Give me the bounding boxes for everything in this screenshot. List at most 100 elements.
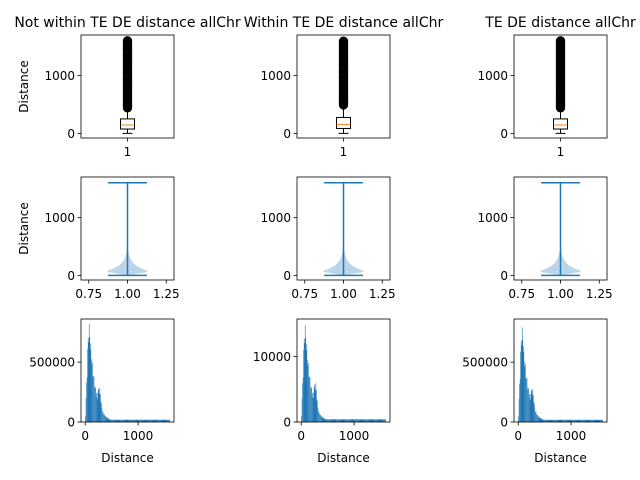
histogram-bar — [359, 419, 361, 422]
histogram-bar — [599, 419, 600, 422]
histogram-bar — [355, 419, 357, 422]
histogram-bar — [594, 419, 596, 422]
histogram-bar — [135, 420, 137, 422]
histogram-bar — [547, 419, 548, 422]
histogram-bar — [314, 384, 316, 422]
histogram-bar — [134, 419, 135, 422]
histogram-bar — [121, 420, 123, 422]
histogram-bar — [310, 388, 311, 422]
histogram-bar — [356, 419, 357, 422]
y-tick-label: 0 — [283, 269, 291, 283]
histogram-bar — [132, 420, 133, 422]
y-tick-label: 0 — [283, 127, 291, 141]
histogram-bar — [110, 419, 112, 422]
histogram-bar — [308, 362, 309, 422]
histogram-bar — [97, 390, 99, 422]
histogram-bar — [128, 419, 129, 422]
histogram-bar — [600, 420, 601, 422]
histogram-bar — [568, 420, 570, 422]
histogram-bar — [550, 419, 552, 422]
histogram-bar — [561, 419, 562, 422]
histogram-bar — [360, 419, 362, 422]
histogram-bar — [303, 349, 304, 422]
histogram-bar — [539, 417, 541, 422]
histogram-bar — [317, 400, 318, 422]
histogram-bar — [364, 419, 366, 422]
y-tick-label: 0 — [67, 416, 75, 430]
histogram-bar — [307, 359, 308, 422]
histogram-bar — [167, 419, 168, 422]
histogram-bar — [119, 419, 121, 422]
histogram-bar — [520, 340, 522, 422]
histogram-bar — [590, 419, 592, 422]
histogram-bar — [536, 414, 537, 422]
histogram-bar — [339, 419, 341, 422]
x-tick-label: 1.00 — [330, 287, 357, 301]
histogram-bar — [531, 389, 533, 422]
histogram-bar — [342, 419, 344, 422]
histogram-bar — [139, 419, 141, 422]
histogram-bar — [106, 417, 107, 422]
histogram-bar — [537, 416, 539, 422]
histogram-bar — [525, 364, 526, 422]
histogram-bar — [519, 384, 520, 422]
histogram-bar — [548, 419, 549, 422]
histogram-bar — [549, 419, 551, 422]
histogram-bar — [144, 420, 146, 422]
histogram-bar — [116, 419, 118, 422]
histogram-bar — [337, 419, 339, 422]
histogram-bar — [120, 420, 121, 422]
histogram-bar — [578, 420, 580, 422]
histogram-bar — [312, 392, 314, 422]
histogram-bar — [129, 419, 131, 422]
histogram-bar — [533, 394, 534, 422]
histogram-bar — [110, 419, 111, 422]
histogram-bar — [120, 419, 122, 422]
histogram-bar — [153, 419, 154, 422]
histogram-bar — [385, 419, 386, 422]
histogram-bar — [384, 419, 385, 422]
histogram-bar — [534, 408, 536, 422]
histogram-bar — [105, 416, 107, 422]
histogram-bar — [305, 337, 307, 422]
histogram-bar — [91, 359, 92, 422]
histogram-bar — [103, 414, 104, 422]
histogram-bar — [595, 419, 596, 422]
histogram-bar — [124, 420, 126, 422]
histogram-bar — [307, 365, 309, 422]
histogram-bar — [144, 419, 146, 422]
histogram-bar — [96, 393, 98, 422]
histogram-bar — [311, 387, 312, 422]
histogram-bar — [148, 419, 150, 422]
histogram-bar — [116, 419, 118, 422]
histogram-bar — [367, 419, 368, 422]
histogram-bar — [163, 419, 165, 422]
histogram-bar — [309, 377, 310, 422]
histogram-bar — [92, 375, 94, 422]
histogram-bar — [161, 419, 163, 422]
histogram-bar — [575, 419, 576, 422]
histogram-bar — [335, 419, 337, 422]
histogram-bar — [97, 399, 98, 422]
histogram-bar — [597, 419, 599, 422]
histogram-bar — [160, 419, 161, 422]
histogram-bar — [98, 394, 100, 422]
histogram-bar — [344, 419, 345, 422]
histogram-bar — [583, 419, 585, 422]
outlier-point — [555, 36, 566, 46]
histogram-bar — [336, 419, 337, 422]
histogram-bar — [111, 419, 113, 422]
histogram-bar — [316, 389, 317, 422]
histogram-bar — [138, 419, 140, 422]
histogram-bar — [592, 420, 594, 422]
histogram-bar — [378, 419, 380, 422]
histogram-bar — [555, 419, 556, 422]
histogram-bar — [99, 388, 101, 422]
histogram-bar — [596, 419, 598, 422]
histogram-bar — [88, 342, 89, 422]
histogram-bar — [524, 366, 526, 422]
histogram-bar — [157, 419, 159, 422]
histogram-bar — [571, 419, 572, 422]
histogram-bar — [598, 419, 600, 422]
histogram-bar — [377, 419, 379, 422]
